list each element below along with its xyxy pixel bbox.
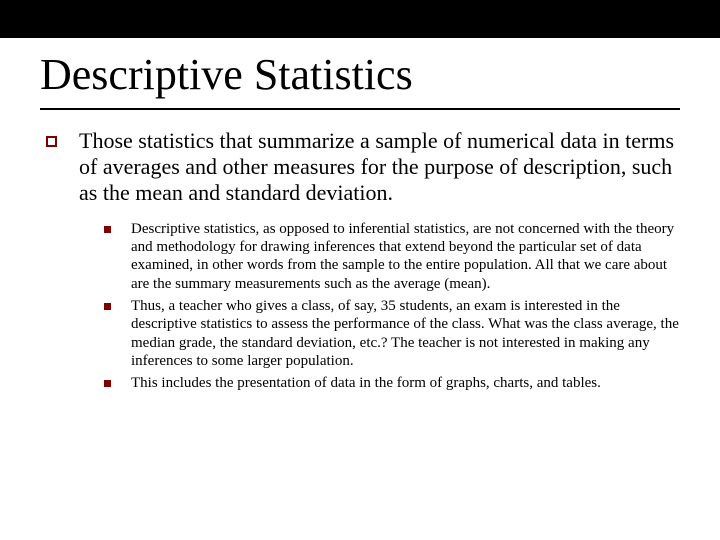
- bullet-level2: Descriptive statistics, as opposed to in…: [104, 220, 680, 293]
- slide-body: Those statistics that summarize a sample…: [40, 128, 680, 397]
- bullet-level2: Thus, a teacher who gives a class, of sa…: [104, 297, 680, 370]
- level2-text: Descriptive statistics, as opposed to in…: [131, 220, 680, 293]
- top-bar: [0, 0, 720, 38]
- level2-list: Descriptive statistics, as opposed to in…: [104, 220, 680, 393]
- square-fill-icon: [104, 303, 111, 310]
- title-underline: [40, 108, 680, 110]
- level2-text: This includes the presentation of data i…: [131, 374, 601, 392]
- bullet-level1: Those statistics that summarize a sample…: [40, 128, 680, 206]
- slide-title: Descriptive Statistics: [40, 52, 413, 98]
- square-fill-icon: [104, 380, 111, 387]
- slide: Descriptive Statistics Those statistics …: [0, 0, 720, 540]
- level2-text: Thus, a teacher who gives a class, of sa…: [131, 297, 680, 370]
- level1-text: Those statistics that summarize a sample…: [79, 128, 680, 206]
- square-fill-icon: [104, 226, 111, 233]
- bullet-level2: This includes the presentation of data i…: [104, 374, 680, 392]
- square-outline-icon: [46, 136, 57, 147]
